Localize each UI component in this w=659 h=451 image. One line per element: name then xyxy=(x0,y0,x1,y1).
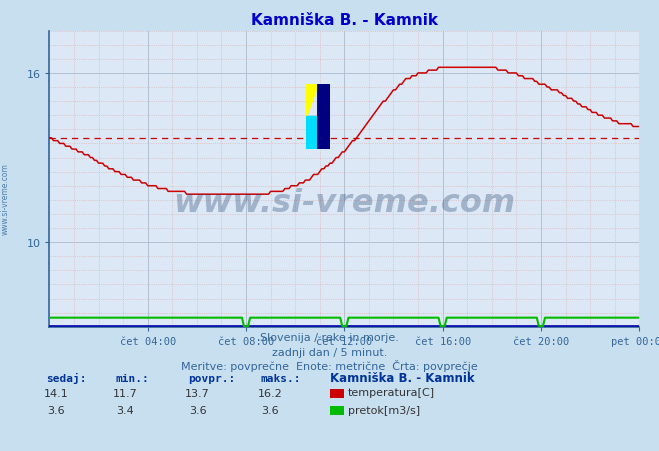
Polygon shape xyxy=(306,85,318,117)
Text: Meritve: povprečne  Enote: metrične  Črta: povprečje: Meritve: povprečne Enote: metrične Črta:… xyxy=(181,359,478,371)
Text: 3.6: 3.6 xyxy=(262,405,279,415)
Text: Slovenija / reke in morje.: Slovenija / reke in morje. xyxy=(260,332,399,342)
Text: Kamniška B. - Kamnik: Kamniška B. - Kamnik xyxy=(330,371,474,384)
Text: www.si-vreme.com: www.si-vreme.com xyxy=(173,188,515,218)
Text: povpr.:: povpr.: xyxy=(188,373,235,383)
Text: 16.2: 16.2 xyxy=(258,388,283,398)
Text: www.si-vreme.com: www.si-vreme.com xyxy=(1,162,10,235)
Text: 14.1: 14.1 xyxy=(43,388,69,398)
Text: pretok[m3/s]: pretok[m3/s] xyxy=(348,405,420,414)
Text: zadnji dan / 5 minut.: zadnji dan / 5 minut. xyxy=(272,347,387,357)
Text: 3.4: 3.4 xyxy=(117,405,134,415)
Polygon shape xyxy=(306,117,318,150)
Text: maks.:: maks.: xyxy=(260,373,301,383)
Text: 3.6: 3.6 xyxy=(189,405,206,415)
Title: Kamniška B. - Kamnik: Kamniška B. - Kamnik xyxy=(251,13,438,28)
Text: temperatura[C]: temperatura[C] xyxy=(348,387,435,397)
Text: min.:: min.: xyxy=(115,373,149,383)
Text: sedaj:: sedaj: xyxy=(46,372,86,383)
Text: 13.7: 13.7 xyxy=(185,388,210,398)
Polygon shape xyxy=(318,85,330,150)
Polygon shape xyxy=(318,85,330,150)
Text: 11.7: 11.7 xyxy=(113,388,138,398)
Text: 3.6: 3.6 xyxy=(47,405,65,415)
